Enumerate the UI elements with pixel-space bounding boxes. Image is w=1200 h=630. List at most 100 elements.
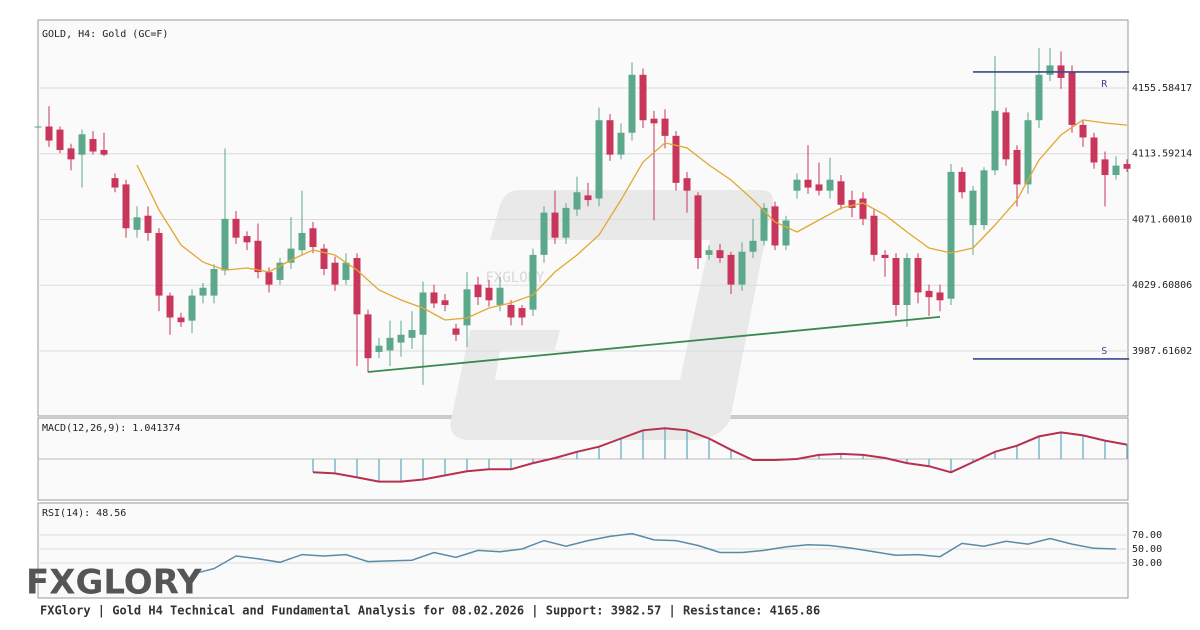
candle-body bbox=[716, 250, 724, 259]
candle-body bbox=[1013, 149, 1021, 185]
y-tick-label: 4071.60010 bbox=[1132, 214, 1192, 225]
candle-body bbox=[67, 148, 75, 160]
candle-body bbox=[870, 215, 878, 255]
candle-body bbox=[342, 262, 350, 280]
candle-body bbox=[56, 129, 64, 150]
candle-body bbox=[881, 254, 889, 259]
candle-body bbox=[375, 345, 383, 352]
y-tick-label: 30.00 bbox=[1132, 558, 1162, 569]
candle-body bbox=[859, 198, 867, 219]
logo: FXGLORY bbox=[26, 563, 202, 603]
y-tick-label: 4155.58417 bbox=[1132, 83, 1192, 94]
watermark-shape bbox=[450, 190, 774, 440]
candle-body bbox=[749, 240, 757, 252]
candle-body bbox=[672, 135, 680, 183]
candle-body bbox=[133, 217, 141, 230]
candle-body bbox=[419, 292, 427, 335]
candle-body bbox=[925, 290, 933, 298]
candle-body bbox=[1035, 74, 1043, 121]
candle-body bbox=[551, 212, 559, 238]
candle-body bbox=[320, 248, 328, 269]
y-tick-label: 4029.60806 bbox=[1132, 280, 1192, 291]
candle-body bbox=[144, 215, 152, 233]
candle-body bbox=[1068, 71, 1076, 125]
candle-body bbox=[914, 258, 922, 293]
candle-body bbox=[727, 254, 735, 285]
candle-body bbox=[166, 295, 174, 318]
candle-body bbox=[221, 218, 229, 271]
level-label: R bbox=[1101, 79, 1108, 90]
candle-body bbox=[562, 207, 570, 238]
candle-body bbox=[903, 258, 911, 305]
candle-body bbox=[188, 295, 196, 321]
candle-body bbox=[298, 232, 306, 251]
candle-body bbox=[254, 240, 262, 273]
y-tick-label: 50.00 bbox=[1132, 544, 1162, 555]
candle-body bbox=[969, 190, 977, 226]
candle-body bbox=[760, 207, 768, 241]
rsi-panel bbox=[37, 502, 1129, 599]
candle-body bbox=[738, 251, 746, 285]
candle-body bbox=[991, 110, 999, 171]
rsi-title: RSI(14): 48.56 bbox=[42, 508, 126, 519]
candle-body bbox=[309, 228, 317, 248]
level-label: S bbox=[1101, 346, 1107, 357]
candle-body bbox=[199, 287, 207, 296]
candle-body bbox=[573, 192, 581, 210]
candle-body bbox=[540, 212, 548, 255]
moving-average bbox=[136, 119, 1128, 321]
candle-body bbox=[1046, 65, 1054, 75]
candle-body bbox=[793, 179, 801, 191]
y-tick-label: 4113.59214 bbox=[1132, 149, 1192, 160]
candle-body bbox=[265, 272, 273, 285]
candle-body bbox=[628, 74, 636, 133]
candle-body bbox=[584, 195, 592, 201]
candle-body bbox=[518, 308, 526, 318]
candle-body bbox=[958, 171, 966, 193]
candle-body bbox=[463, 289, 471, 326]
candle-body bbox=[276, 262, 284, 280]
candle-body bbox=[826, 179, 834, 191]
candle-body bbox=[1123, 164, 1131, 169]
rsi-line bbox=[191, 532, 1117, 575]
candle-body bbox=[177, 317, 185, 323]
candle-body bbox=[606, 120, 614, 155]
candle-body bbox=[122, 184, 130, 229]
candle-body bbox=[496, 287, 504, 305]
candle-body bbox=[386, 337, 394, 351]
candle-body bbox=[1079, 124, 1087, 138]
candle-body bbox=[452, 328, 460, 335]
candle-body bbox=[210, 268, 218, 296]
candle-body bbox=[650, 118, 658, 124]
candle-body bbox=[1090, 137, 1098, 163]
candle-body bbox=[111, 178, 119, 188]
candle-body bbox=[782, 220, 790, 246]
candle-body bbox=[639, 74, 647, 121]
y-tick-label: 3987.61602 bbox=[1132, 346, 1192, 357]
candle-body bbox=[947, 171, 955, 299]
candle-body bbox=[892, 258, 900, 305]
candle-body bbox=[78, 134, 86, 155]
candle-body bbox=[485, 287, 493, 301]
candle-body bbox=[771, 206, 779, 246]
candle-body bbox=[474, 284, 482, 298]
candle-body bbox=[815, 184, 823, 191]
trend-line bbox=[367, 316, 941, 373]
candle-body bbox=[89, 139, 97, 152]
candle-body bbox=[683, 178, 691, 191]
candle-body bbox=[507, 304, 515, 318]
y-tick-label: 70.00 bbox=[1132, 530, 1162, 541]
candle-body bbox=[408, 330, 416, 338]
candle-body bbox=[1112, 165, 1120, 176]
price-title: GOLD, H4: Gold (GC=F) bbox=[42, 29, 168, 40]
macd-line bbox=[312, 427, 1128, 483]
candle-body bbox=[34, 126, 42, 128]
candle-body bbox=[397, 334, 405, 343]
candle-body bbox=[804, 179, 812, 188]
candle-body bbox=[936, 292, 944, 301]
candle-body bbox=[155, 232, 163, 296]
candle-body bbox=[45, 126, 53, 141]
candle-body bbox=[232, 218, 240, 238]
candle-body bbox=[529, 254, 537, 310]
